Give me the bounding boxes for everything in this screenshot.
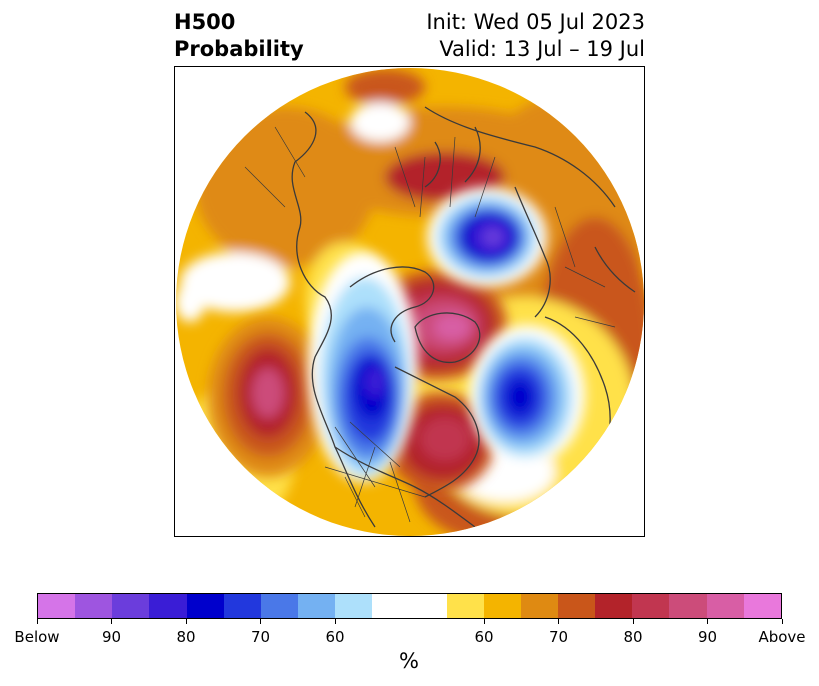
colorbar-tick-mark [483,619,485,624]
colorbar-tick-label: 90 [697,628,718,646]
below-center-canada [308,252,418,482]
colorbar-tick-mark [558,619,559,624]
init-date: Init: Wed 05 Jul 2023 [426,10,645,34]
colorbar-swatch [335,594,373,618]
title-product: Probability [174,37,304,61]
colorbar-tick-mark [185,619,187,624]
colorbar-label: % [399,649,419,673]
colorbar-swatch [483,594,521,618]
gap-north-white [350,102,410,142]
colorbar-swatch [38,594,76,618]
colorbar-swatch [743,594,781,618]
colorbar-swatch [595,594,633,618]
colorbar-swatch [446,594,484,618]
colorbar-tick-label: Below [14,628,60,646]
colorbar-swatch [186,594,224,618]
colorbar-swatch [297,594,336,618]
colorbar-tick-mark [632,619,634,624]
colorbar-swatch [520,594,558,618]
colorbar-tick-label: 70 [548,628,569,646]
colorbar-swatch [112,594,150,618]
colorbar-swatch [557,594,596,618]
gap-edge-white [176,282,205,322]
colorbar-tick-label: 70 [250,628,271,646]
colorbar-swatch [223,594,261,618]
colorbar-swatch [260,594,298,618]
below-center-atlantic [469,325,585,465]
chart-title: H500 Probability [174,9,304,63]
colorbar-tick-label: Above [758,628,806,646]
chart-dates: Init: Wed 05 Jul 2023 Valid: 13 Jul – 19… [426,9,645,63]
colorbar-tick-label: 80 [623,628,643,646]
colorbar-tick-label: 80 [176,628,196,646]
colorbar-swatch [75,594,113,618]
below-center-arctic [427,187,547,287]
colorbar-tick-mark [781,619,783,624]
title-variable: H500 [174,10,236,34]
colorbar-tick-label: 90 [101,628,122,646]
colorbar-tick-mark [36,619,38,624]
borders [244,126,636,523]
above-center-pacific [208,317,328,477]
region-north-rim [345,69,425,105]
colorbar-tick-mark [111,619,112,624]
colorbar-swatch [372,594,447,618]
probability-map [176,68,644,536]
colorbar-tick-label: 60 [474,628,494,646]
colorbar-swatch [706,594,744,618]
colorbar-tick-label: 60 [325,628,345,646]
colorbar-tick-mark [707,619,708,624]
gap-west-white [180,252,290,312]
coastlines [291,106,636,528]
colorbar [37,593,782,619]
map-panel [174,66,645,537]
colorbar-tick-mark [260,619,261,624]
colorbar-tick-mark [334,619,336,624]
colorbar-swatch [632,594,670,618]
colorbar-swatch [149,594,187,618]
colorbar-swatch [669,594,707,618]
valid-range: Valid: 13 Jul – 19 Jul [439,37,645,61]
